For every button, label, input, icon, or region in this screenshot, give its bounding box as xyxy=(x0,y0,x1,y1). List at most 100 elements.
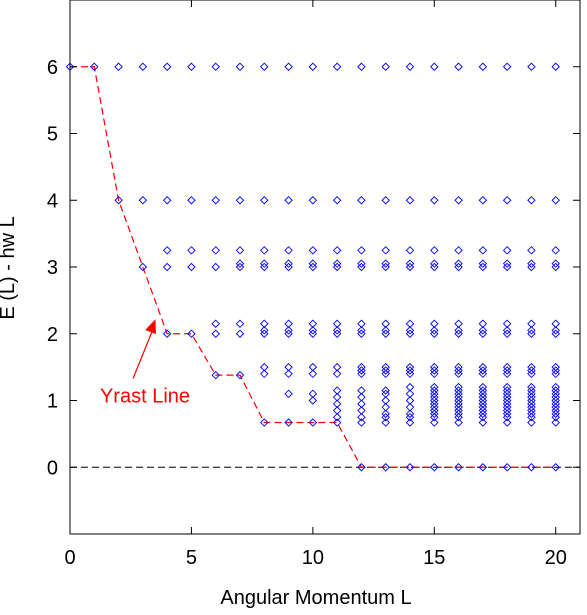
x-tick-label: 0 xyxy=(64,547,75,569)
data-point xyxy=(381,412,390,422)
data-point xyxy=(260,329,269,338)
data-point xyxy=(502,412,512,422)
data-point xyxy=(308,62,318,71)
data-point xyxy=(502,62,512,71)
yrast-line xyxy=(70,66,556,468)
data-point xyxy=(187,262,196,272)
data-point xyxy=(478,412,488,422)
data-point xyxy=(502,418,512,427)
annotation: Yrast Line xyxy=(100,319,190,408)
data-point xyxy=(284,259,293,268)
data-point xyxy=(332,262,342,272)
data-point xyxy=(454,326,463,335)
data-point xyxy=(381,62,390,71)
data-point xyxy=(284,329,293,338)
data-point xyxy=(381,262,390,272)
data-point xyxy=(405,259,415,268)
data-point xyxy=(357,369,366,379)
data-point xyxy=(430,418,439,427)
data-point xyxy=(357,329,366,338)
data-point xyxy=(430,412,439,422)
data-point xyxy=(357,62,366,71)
annotation-arrow-shaft xyxy=(132,324,156,379)
data-point xyxy=(332,326,342,335)
data-point xyxy=(478,463,488,472)
data-point xyxy=(138,62,148,71)
data-point xyxy=(551,326,560,335)
y-tick-label: 4 xyxy=(47,190,58,212)
data-point xyxy=(454,196,463,205)
data-point xyxy=(551,463,560,472)
data-point xyxy=(478,366,488,375)
data-point xyxy=(502,326,512,335)
data-point xyxy=(527,62,536,71)
data-point xyxy=(551,329,560,338)
data-point xyxy=(381,326,390,335)
data-point xyxy=(527,196,536,205)
data-point xyxy=(162,246,172,255)
data-point xyxy=(405,326,415,335)
data-point xyxy=(260,62,269,71)
data-point xyxy=(478,409,488,419)
data-point xyxy=(502,366,512,375)
data-point xyxy=(551,418,560,427)
data-point xyxy=(211,196,220,205)
data-point xyxy=(527,369,536,379)
data-point xyxy=(430,62,439,71)
data-point xyxy=(308,396,318,405)
data-point xyxy=(430,463,439,472)
data-point xyxy=(357,326,366,335)
data-point xyxy=(454,366,463,375)
data-point xyxy=(478,196,488,205)
data-point xyxy=(405,262,415,272)
data-point xyxy=(381,463,390,472)
data-point xyxy=(527,259,536,268)
data-point xyxy=(381,418,390,427)
y-tick-label: 1 xyxy=(47,391,58,413)
data-point xyxy=(187,196,196,205)
data-point xyxy=(332,369,342,379)
data-point xyxy=(284,262,293,272)
data-point xyxy=(381,366,390,375)
data-point xyxy=(308,326,318,335)
data-point xyxy=(235,196,245,205)
data-point xyxy=(260,246,269,255)
data-point xyxy=(478,369,488,379)
data-point xyxy=(527,246,536,255)
data-point xyxy=(454,369,463,379)
data-point xyxy=(235,259,245,268)
data-point xyxy=(284,62,293,71)
data-point xyxy=(284,196,293,205)
data-point xyxy=(284,369,293,379)
data-point xyxy=(502,369,512,379)
annotation-label: Yrast Line xyxy=(100,386,190,408)
data-point xyxy=(235,329,245,338)
data-point xyxy=(308,369,318,379)
data-point xyxy=(357,246,366,255)
data-point xyxy=(260,369,269,379)
data-point xyxy=(430,369,439,379)
data-point xyxy=(430,246,439,255)
x-tick-label: 20 xyxy=(545,547,567,569)
data-point xyxy=(454,412,463,422)
data-point xyxy=(551,62,560,71)
data-point xyxy=(527,418,536,427)
data-point xyxy=(114,196,123,205)
data-point xyxy=(551,196,560,205)
data-point xyxy=(551,412,560,422)
data-point xyxy=(381,246,390,255)
data-point xyxy=(454,62,463,71)
data-point xyxy=(211,370,220,380)
data-point xyxy=(332,329,342,338)
data-point xyxy=(235,246,245,255)
data-point xyxy=(381,386,390,395)
data-point xyxy=(357,262,366,272)
data-point xyxy=(381,329,390,338)
data-point xyxy=(527,326,536,335)
data-point xyxy=(381,369,390,379)
data-point xyxy=(551,409,560,419)
data-point xyxy=(90,62,99,71)
data-point xyxy=(502,409,512,419)
data-point xyxy=(478,246,488,255)
